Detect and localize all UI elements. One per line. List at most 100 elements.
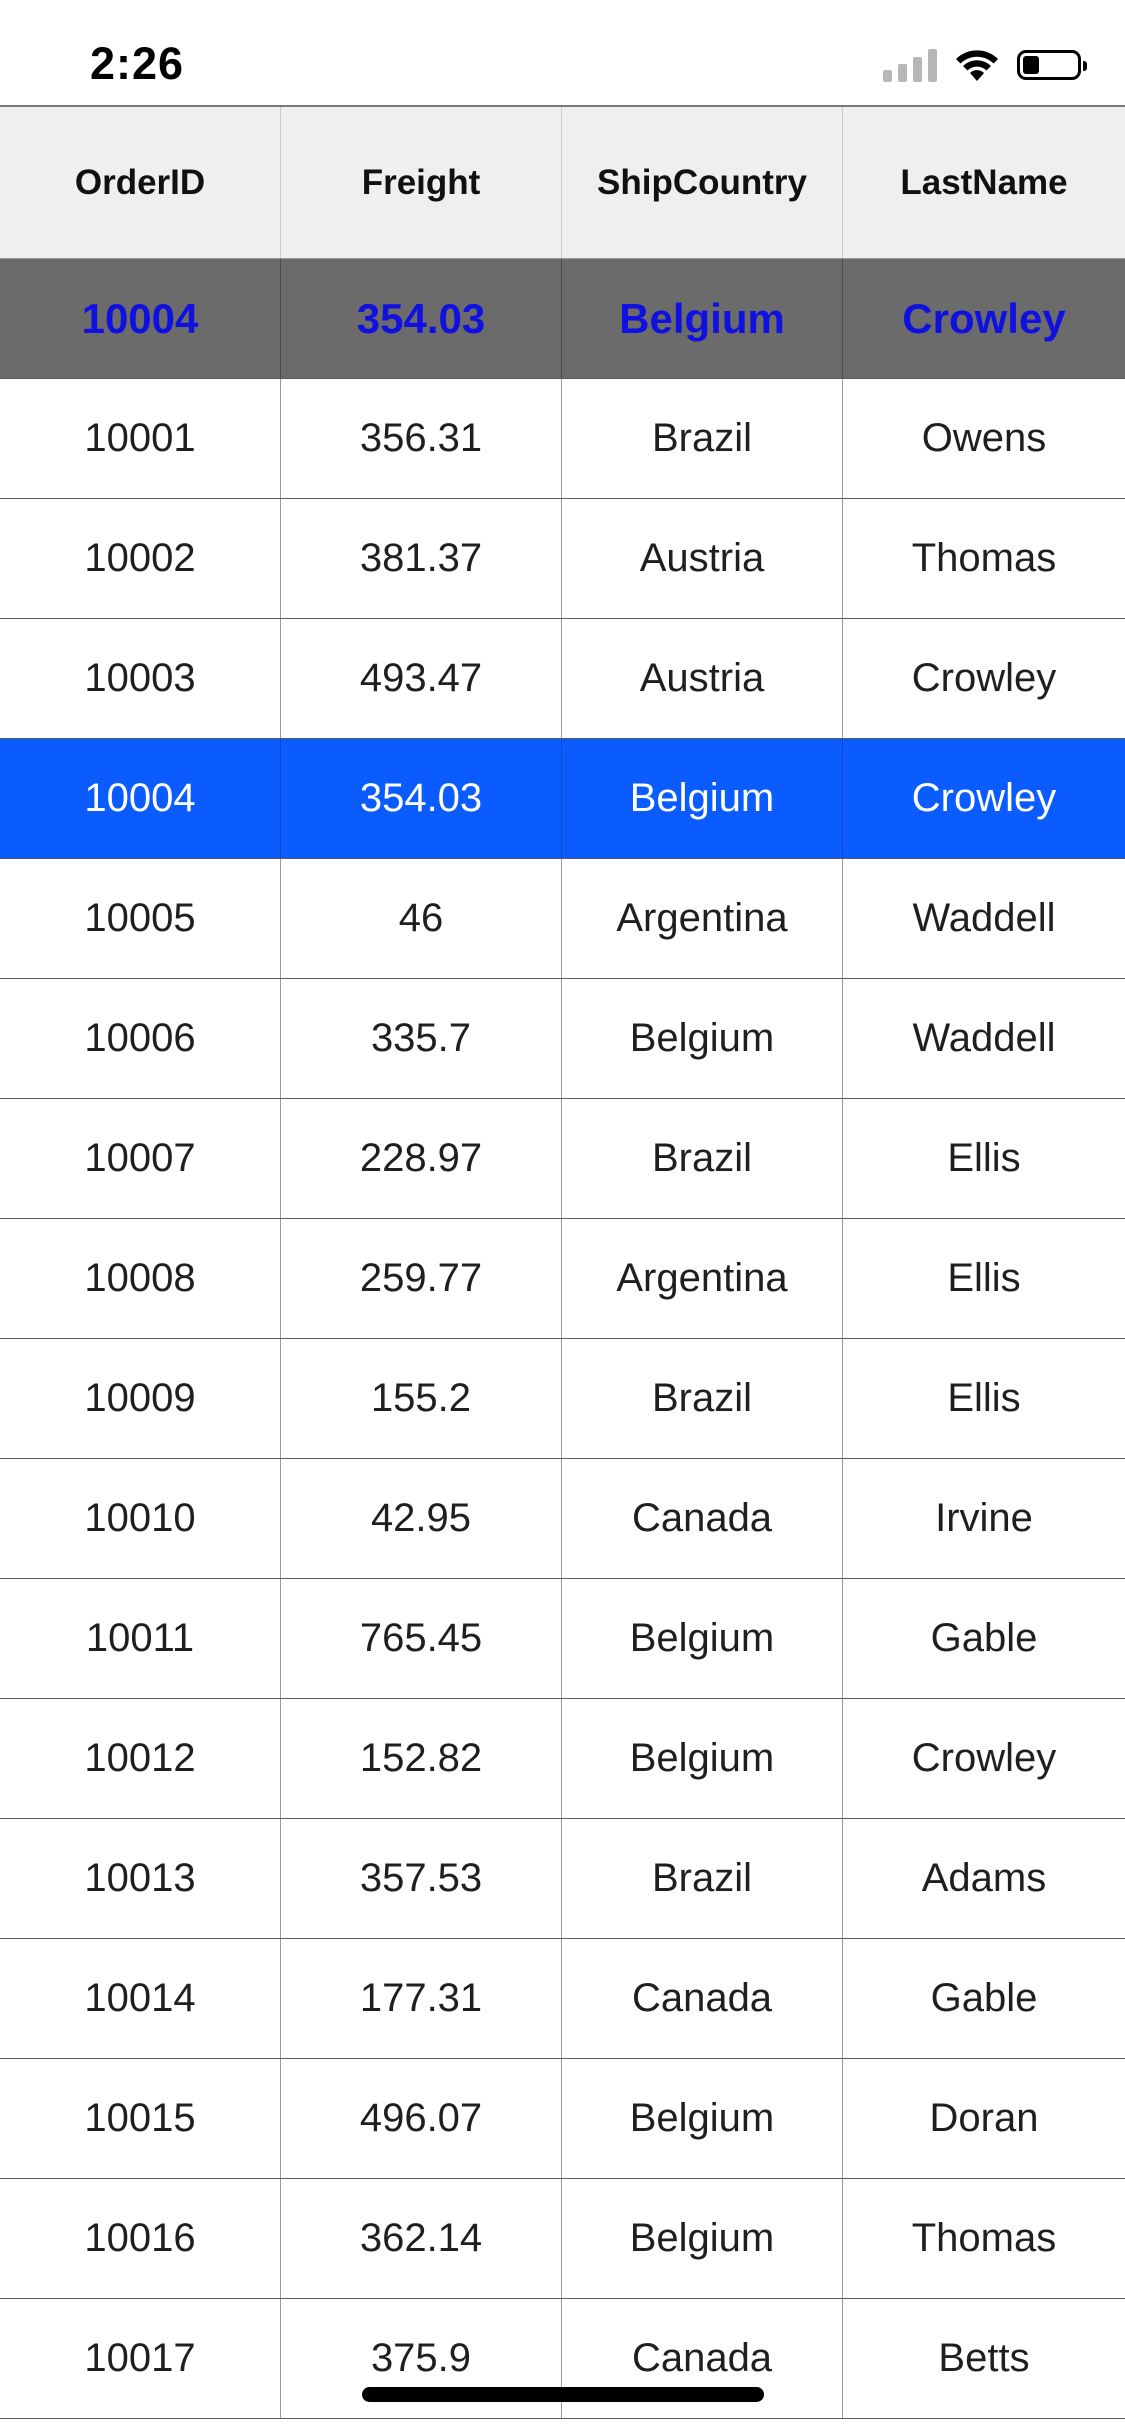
status-time: 2:26	[90, 38, 185, 89]
table-cell-orderid[interactable]: 10014	[0, 1939, 281, 2058]
grid-header-row: OrderID Freight ShipCountry LastName	[0, 107, 1125, 259]
table-cell-lastname[interactable]: Ellis	[947, 1376, 1021, 1420]
table-cell-shipcountry[interactable]: Belgium	[562, 2059, 843, 2178]
table-cell-lastname[interactable]: Adams	[921, 1856, 1047, 1900]
table-cell-freight[interactable]: 335.7	[281, 979, 562, 1098]
table-row[interactable]: 10002 381.37 Austria Thomas	[0, 499, 1125, 619]
table-cell-shipcountry[interactable]: Canada	[562, 1459, 843, 1578]
table-cell-freight[interactable]: 375.9	[281, 2299, 562, 2418]
table-row[interactable]: 10006 335.7 Belgium Waddell	[0, 979, 1125, 1099]
column-header-shipcountry[interactable]: ShipCountry	[562, 107, 843, 258]
table-cell-freight[interactable]: 354.03	[281, 739, 562, 858]
frozen-cell-shipcountry[interactable]: Belgium	[562, 259, 843, 378]
table-cell-orderid[interactable]: 10009	[0, 1339, 281, 1458]
table-row[interactable]: 10011 765.45 Belgium Gable	[0, 1579, 1125, 1699]
table-cell-lastname[interactable]: Crowley	[911, 776, 1057, 820]
table-cell-freight[interactable]: 493.47	[281, 619, 562, 738]
table-row[interactable]: 10015 496.07 Belgium Doran	[0, 2059, 1125, 2179]
table-row[interactable]: 10014 177.31 Canada Gable	[0, 1939, 1125, 2059]
table-row[interactable]: 10012 152.82 Belgium Crowley	[0, 1699, 1125, 1819]
table-cell-lastname[interactable]: Crowley	[911, 1736, 1057, 1780]
table-cell-shipcountry[interactable]: Belgium	[562, 1579, 843, 1698]
table-cell-lastname[interactable]: Crowley	[911, 656, 1057, 700]
table-cell-shipcountry[interactable]: Belgium	[562, 979, 843, 1098]
cellular-signal-icon	[883, 48, 937, 82]
status-bar: 2:26	[0, 0, 1125, 105]
table-row[interactable]: 10003 493.47 Austria Crowley	[0, 619, 1125, 739]
table-cell-lastname[interactable]: Irvine	[935, 1496, 1033, 1540]
table-cell-lastname[interactable]: Thomas	[911, 536, 1057, 580]
table-cell-orderid[interactable]: 10006	[0, 979, 281, 1098]
frozen-cell-lastname[interactable]: Crowley	[902, 294, 1066, 342]
table-row[interactable]: 10017 375.9 Canada Betts	[0, 2299, 1125, 2419]
table-row[interactable]: 10016 362.14 Belgium Thomas	[0, 2179, 1125, 2299]
table-cell-shipcountry[interactable]: Canada	[562, 2299, 843, 2418]
table-cell-shipcountry[interactable]: Brazil	[562, 1819, 843, 1938]
column-header-lastname[interactable]: LastName	[900, 162, 1068, 202]
table-cell-shipcountry[interactable]: Austria	[562, 619, 843, 738]
column-header-freight[interactable]: Freight	[281, 107, 562, 258]
table-row[interactable]: 10007 228.97 Brazil Ellis	[0, 1099, 1125, 1219]
table-cell-freight[interactable]: 46	[281, 859, 562, 978]
table-cell-freight[interactable]: 765.45	[281, 1579, 562, 1698]
frozen-row[interactable]: 10004 354.03 Belgium Crowley	[0, 259, 1125, 379]
table-cell-lastname[interactable]: Thomas	[911, 2216, 1057, 2260]
table-cell-lastname[interactable]: Gable	[930, 1976, 1038, 2020]
table-cell-lastname[interactable]: Waddell	[912, 1016, 1056, 1060]
table-cell-shipcountry[interactable]: Argentina	[562, 1219, 843, 1338]
table-cell-orderid[interactable]: 10005	[0, 859, 281, 978]
table-row[interactable]: 10001 356.31 Brazil Owens	[0, 379, 1125, 499]
table-row[interactable]: 10008 259.77 Argentina Ellis	[0, 1219, 1125, 1339]
table-cell-orderid[interactable]: 10001	[0, 379, 281, 498]
table-cell-freight[interactable]: 381.37	[281, 499, 562, 618]
table-row-selected[interactable]: 10004 354.03 Belgium Crowley	[0, 739, 1125, 859]
frozen-cell-orderid[interactable]: 10004	[0, 259, 281, 378]
table-cell-freight[interactable]: 259.77	[281, 1219, 562, 1338]
table-cell-orderid[interactable]: 10011	[0, 1579, 281, 1698]
table-cell-lastname[interactable]: Owens	[921, 416, 1047, 460]
table-cell-lastname[interactable]: Ellis	[947, 1256, 1021, 1300]
table-row[interactable]: 10009 155.2 Brazil Ellis	[0, 1339, 1125, 1459]
table-cell-freight[interactable]: 177.31	[281, 1939, 562, 2058]
table-cell-lastname[interactable]: Ellis	[947, 1136, 1021, 1180]
table-cell-orderid[interactable]: 10007	[0, 1099, 281, 1218]
table-cell-freight[interactable]: 42.95	[281, 1459, 562, 1578]
wifi-icon	[956, 50, 998, 81]
table-cell-freight[interactable]: 356.31	[281, 379, 562, 498]
frozen-cell-freight[interactable]: 354.03	[281, 259, 562, 378]
table-cell-lastname[interactable]: Doran	[929, 2096, 1039, 2140]
table-cell-shipcountry[interactable]: Belgium	[562, 2179, 843, 2298]
table-cell-lastname[interactable]: Gable	[930, 1616, 1038, 1660]
table-cell-orderid[interactable]: 10008	[0, 1219, 281, 1338]
table-row[interactable]: 10005 46 Argentina Waddell	[0, 859, 1125, 979]
table-cell-orderid[interactable]: 10002	[0, 499, 281, 618]
table-cell-shipcountry[interactable]: Brazil	[562, 379, 843, 498]
table-cell-shipcountry[interactable]: Austria	[562, 499, 843, 618]
table-cell-lastname[interactable]: Waddell	[912, 896, 1056, 940]
table-cell-orderid[interactable]: 10016	[0, 2179, 281, 2298]
table-cell-lastname[interactable]: Betts	[938, 2336, 1030, 2380]
column-header-orderid[interactable]: OrderID	[0, 107, 281, 258]
table-cell-orderid[interactable]: 10012	[0, 1699, 281, 1818]
home-indicator[interactable]	[362, 2387, 764, 2402]
table-cell-orderid[interactable]: 10010	[0, 1459, 281, 1578]
table-cell-freight[interactable]: 228.97	[281, 1099, 562, 1218]
table-row[interactable]: 10010 42.95 Canada Irvine	[0, 1459, 1125, 1579]
table-cell-shipcountry[interactable]: Canada	[562, 1939, 843, 2058]
table-cell-shipcountry[interactable]: Brazil	[562, 1339, 843, 1458]
table-cell-orderid[interactable]: 10004	[0, 739, 281, 858]
table-cell-shipcountry[interactable]: Belgium	[562, 1699, 843, 1818]
table-cell-freight[interactable]: 155.2	[281, 1339, 562, 1458]
table-cell-shipcountry[interactable]: Belgium	[562, 739, 843, 858]
table-cell-orderid[interactable]: 10003	[0, 619, 281, 738]
table-cell-freight[interactable]: 152.82	[281, 1699, 562, 1818]
table-cell-shipcountry[interactable]: Argentina	[562, 859, 843, 978]
table-row[interactable]: 10013 357.53 Brazil Adams	[0, 1819, 1125, 1939]
table-cell-freight[interactable]: 357.53	[281, 1819, 562, 1938]
table-cell-orderid[interactable]: 10017	[0, 2299, 281, 2418]
table-cell-freight[interactable]: 496.07	[281, 2059, 562, 2178]
table-cell-orderid[interactable]: 10013	[0, 1819, 281, 1938]
table-cell-freight[interactable]: 362.14	[281, 2179, 562, 2298]
table-cell-shipcountry[interactable]: Brazil	[562, 1099, 843, 1218]
table-cell-orderid[interactable]: 10015	[0, 2059, 281, 2178]
